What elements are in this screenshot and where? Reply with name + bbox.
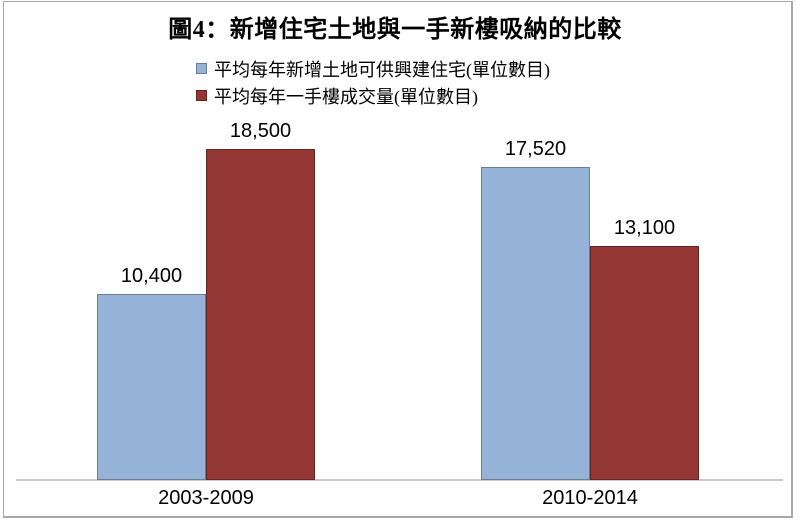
bar-land-supply-2003-2009 bbox=[97, 294, 206, 480]
legend-label: 平均每年新增土地可供興建住宅(單位數目) bbox=[214, 59, 550, 80]
legend-item-land-supply: 平均每年新增土地可供興建住宅(單位數目) bbox=[196, 55, 550, 82]
x-axis-line bbox=[16, 479, 783, 481]
legend: 平均每年新增土地可供興建住宅(單位數目) 平均每年一手樓成交量(單位數目) bbox=[196, 55, 550, 109]
category-label-2003-2009: 2003-2009 bbox=[158, 487, 254, 509]
bar-first-hand-sales-2010-2014 bbox=[590, 246, 699, 480]
chart-title: 圖4：新增住宅土地與一手新樓吸納的比較 bbox=[168, 17, 622, 43]
legend-swatch-land-supply bbox=[196, 63, 207, 74]
legend-label: 平均每年一手樓成交量(單位數目) bbox=[214, 86, 478, 107]
legend-item-first-hand-sales: 平均每年一手樓成交量(單位數目) bbox=[196, 82, 550, 109]
category-label-2010-2014: 2010-2014 bbox=[542, 487, 638, 509]
bar-land-supply-2010-2014 bbox=[481, 167, 590, 480]
legend-swatch-first-hand-sales bbox=[196, 90, 207, 101]
bar-value-label-land-supply-2010-2014: 17,520 bbox=[504, 138, 567, 160]
bar-first-hand-sales-2003-2009 bbox=[206, 149, 315, 480]
bar-value-label-first-hand-sales-2010-2014: 13,100 bbox=[613, 217, 676, 239]
bar-value-label-first-hand-sales-2003-2009: 18,500 bbox=[229, 120, 292, 142]
chart-border-frame bbox=[3, 1, 793, 518]
bar-value-label-land-supply-2003-2009: 10,400 bbox=[120, 265, 183, 287]
